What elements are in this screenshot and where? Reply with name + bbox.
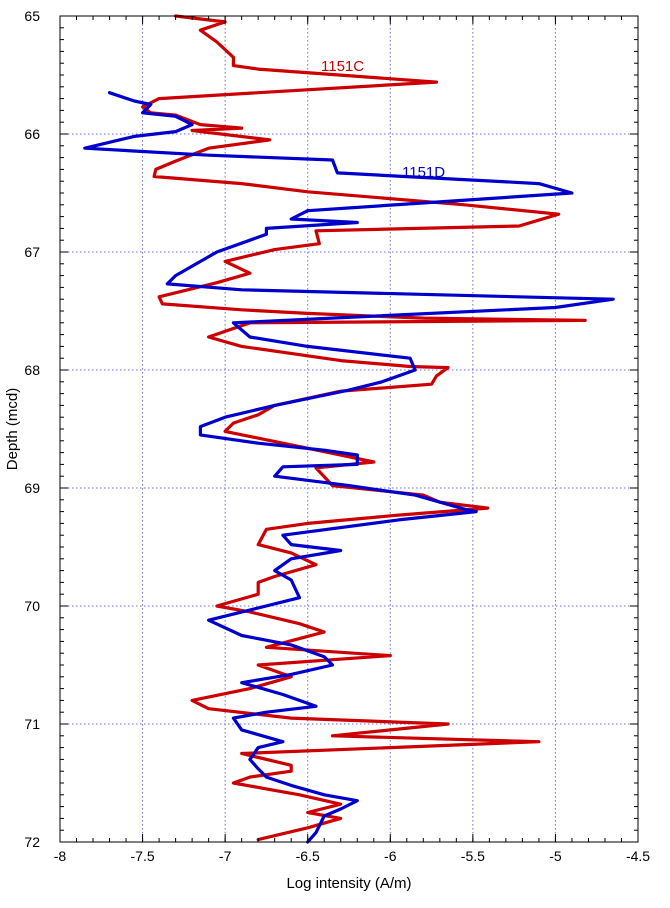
series-lines (83, 14, 615, 844)
series-label-1151c: 1151C (321, 58, 364, 75)
x-tick-label: -4.5 (626, 848, 650, 864)
series-label-1151d: 1151D (402, 164, 445, 181)
x-tick-label: -6.5 (296, 848, 320, 864)
y-tick-label: 72 (24, 834, 40, 850)
x-tick-label: -8 (54, 848, 67, 864)
plot-frame (59, 15, 639, 843)
x-tick-label: -5 (549, 848, 562, 864)
grid-lines (60, 16, 638, 842)
y-tick-labels: 65 66 67 68 69 70 71 72 (24, 8, 40, 850)
x-tick-label: -5.5 (461, 848, 485, 864)
x-tick-label: -7 (219, 848, 232, 864)
series-line-1151c (141, 14, 587, 842)
y-tick-label: 66 (24, 126, 40, 142)
x-tick-label: -6 (384, 848, 397, 864)
series-line-1151d (83, 91, 615, 844)
y-tick-label: 65 (24, 8, 40, 24)
y-tick-label: 71 (24, 716, 40, 732)
x-axis-title: Log intensity (A/m) (286, 875, 411, 892)
x-tick-label: -7.5 (131, 848, 155, 864)
y-tick-label: 70 (24, 598, 40, 614)
x-tick-labels: -8 -7.5 -7 -6.5 -6 -5.5 -5 -4.5 (54, 848, 651, 864)
y-tick-label: 69 (24, 480, 40, 496)
y-tick-label: 67 (24, 244, 40, 260)
y-axis-title: Depth (mcd) (4, 388, 21, 471)
axis-ticks (59, 15, 639, 843)
y-tick-label: 68 (24, 362, 40, 378)
